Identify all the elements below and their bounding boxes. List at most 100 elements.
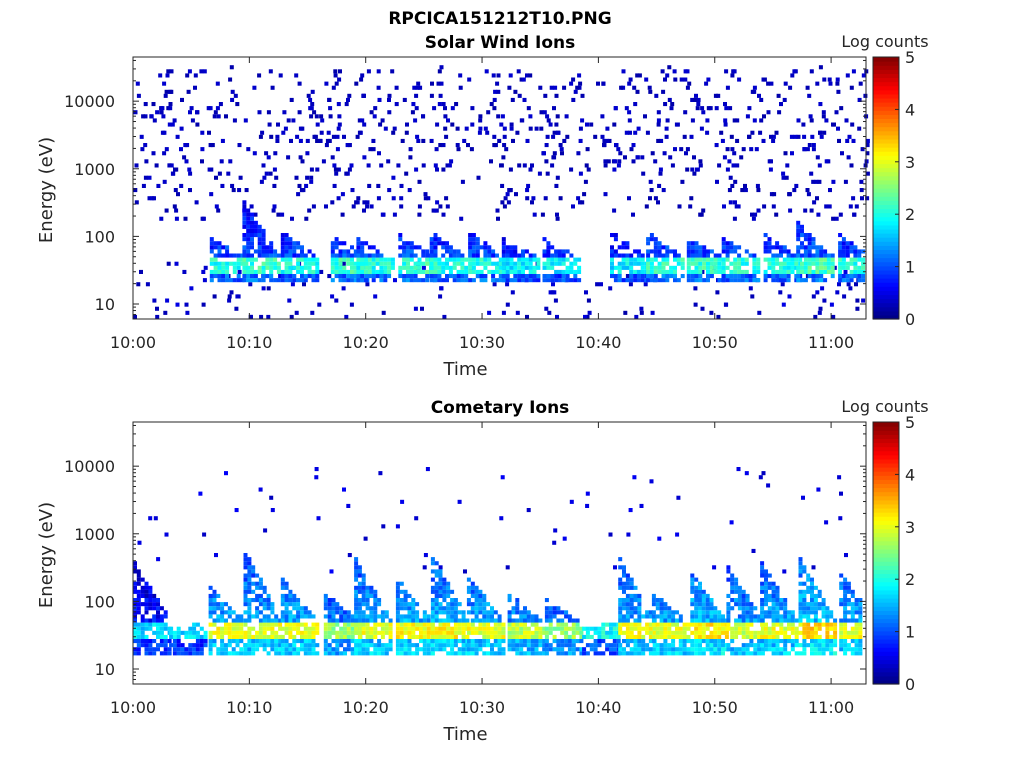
spectrogram-cell [360, 278, 365, 283]
spectrogram-cell [567, 647, 572, 652]
spectrogram-cell [624, 130, 629, 135]
spectrogram-cell [850, 639, 855, 644]
spectrogram-cell [471, 265, 476, 270]
spectrogram-cell [307, 610, 312, 615]
spectrogram-cell [208, 610, 213, 615]
spectrogram-cell [468, 237, 473, 242]
spectrogram-cell [474, 585, 479, 590]
spectrogram-cell [453, 598, 458, 603]
spectrogram-cell [453, 614, 458, 619]
spectrogram-cell [380, 622, 385, 627]
spectrogram-cell [667, 651, 672, 656]
spectrogram-cell [759, 118, 764, 123]
spectrogram-cell [701, 602, 706, 607]
spectrogram-cell [803, 245, 808, 250]
spectrogram-cell [475, 241, 480, 246]
spectrogram-cell [725, 249, 730, 254]
spectrogram-cell [341, 261, 346, 266]
spectrogram-cell [796, 134, 801, 139]
spectrogram-cell [756, 257, 761, 262]
spectrogram-cell [717, 610, 722, 615]
spectrogram-cell [829, 634, 834, 639]
spectrogram-cell [373, 651, 378, 656]
spectrogram-cell [167, 163, 172, 168]
spectrogram-cell [618, 643, 623, 648]
spectrogram-cell [530, 651, 535, 656]
spectrogram-cell [838, 233, 843, 238]
spectrogram-cell [373, 610, 378, 615]
spectrogram-cell [798, 569, 803, 574]
spectrogram-cell [532, 212, 537, 217]
spectrogram-cell [219, 159, 224, 164]
spectrogram-cell [701, 634, 706, 639]
spectrogram-cell [395, 581, 400, 586]
spectrogram-cell [526, 639, 531, 644]
spectrogram-cell [471, 253, 476, 258]
spectrogram-cell [810, 618, 814, 623]
spectrogram-cell [830, 261, 835, 266]
spectrogram-cell [569, 253, 574, 258]
spectrogram-cell [360, 249, 365, 254]
spectrogram-cell [625, 257, 630, 262]
spectrogram-cell [429, 257, 434, 262]
spectrogram-cell [663, 602, 668, 607]
spectrogram-cell [430, 598, 435, 603]
spectrogram-cell [659, 606, 664, 611]
spectrogram-cell [794, 257, 799, 262]
spectrogram-cell [253, 212, 258, 217]
spectrogram-cell [366, 69, 371, 74]
spectrogram-cell [857, 278, 862, 283]
spectrogram-cell [648, 622, 653, 627]
colorbar-swatch [873, 237, 899, 242]
spectrogram-cell [839, 622, 844, 627]
spectrogram-cell [617, 278, 622, 283]
spectrogram-cell [579, 626, 584, 631]
spectrogram-cell [602, 143, 607, 148]
spectrogram-cell [442, 610, 447, 615]
spectrogram-cell [417, 261, 422, 266]
spectrogram-cell [194, 200, 199, 205]
spectrogram-cell [509, 253, 514, 258]
spectrogram-cell [493, 626, 498, 631]
spectrogram-cell [206, 106, 211, 111]
spectrogram-cell [511, 630, 516, 635]
spectrogram-cell [564, 114, 569, 119]
spectrogram-cell [745, 626, 750, 631]
spectrogram-cell [334, 269, 339, 274]
spectrogram-cell [336, 102, 341, 107]
spectrogram-cell [794, 643, 799, 648]
spectrogram-cell [136, 577, 141, 582]
spectrogram-cell [192, 622, 197, 627]
spectrogram-cell [659, 618, 664, 623]
spectrogram-cell [846, 610, 851, 615]
spectrogram-cell [690, 589, 695, 594]
spectrogram-cell [151, 151, 156, 156]
spectrogram-cell [657, 249, 662, 254]
spectrogram-cell [519, 634, 524, 639]
spectrogram-cell [621, 257, 626, 262]
spectrogram-cell [536, 261, 541, 266]
spectrogram-cell [176, 651, 181, 656]
spectrogram-cell [806, 643, 811, 648]
spectrogram-cell [446, 614, 451, 619]
spectrogram-cell [474, 626, 479, 631]
spectrogram-cell [227, 294, 232, 299]
spectrogram-cell [519, 610, 524, 615]
spectrogram-cell [311, 639, 316, 644]
spectrogram-cell [752, 261, 757, 266]
spectrogram-cell [649, 188, 654, 193]
spectrogram-cell [133, 561, 137, 566]
spectrogram-cell [800, 269, 804, 274]
spectrogram-cell [327, 634, 332, 639]
spectrogram-cell [398, 237, 403, 242]
spectrogram-cell [262, 643, 267, 648]
spectrogram-cell [745, 610, 750, 615]
spectrogram-cell [843, 618, 848, 623]
spectrogram-cell [360, 265, 365, 270]
spectrogram-cell [732, 69, 737, 74]
spectrogram-cell [486, 643, 491, 648]
spectrogram-cell [434, 634, 439, 639]
spectrogram-cell [775, 606, 780, 611]
spectrogram-cell [613, 249, 618, 254]
spectrogram-cell [250, 253, 254, 258]
